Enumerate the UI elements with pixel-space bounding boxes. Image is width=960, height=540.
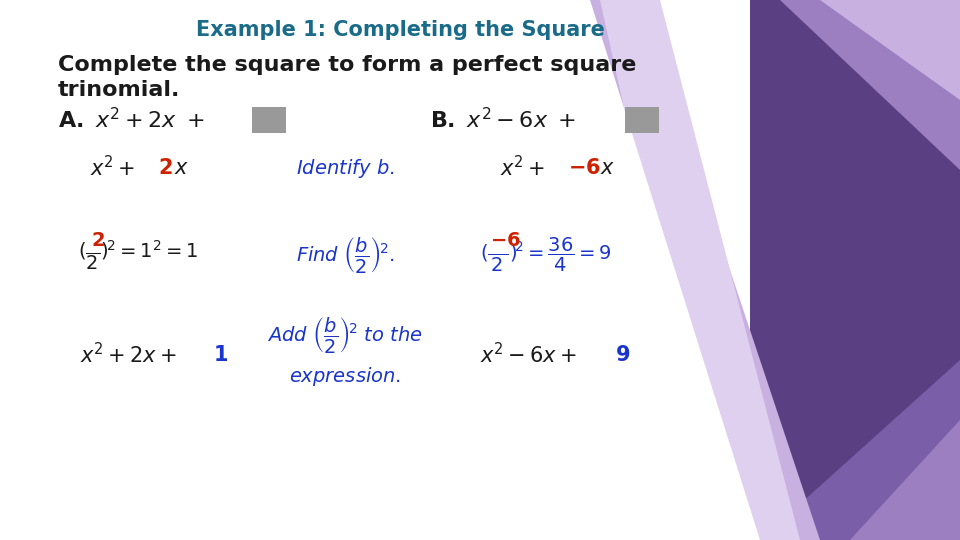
Text: $\it{Identify\ b.}$: $\it{Identify\ b.}$ xyxy=(296,157,395,179)
Polygon shape xyxy=(600,0,800,540)
Polygon shape xyxy=(760,360,960,540)
Text: $x^2 +$: $x^2 +$ xyxy=(500,156,545,180)
Polygon shape xyxy=(780,0,960,170)
Text: $x^2 + 2x +$: $x^2 + 2x +$ xyxy=(80,342,177,368)
Text: $x$: $x$ xyxy=(174,158,189,178)
Text: Complete the square to form a perfect square: Complete the square to form a perfect sq… xyxy=(58,55,636,75)
Text: Example 1: Completing the Square: Example 1: Completing the Square xyxy=(196,20,605,40)
Text: $\mathbf{1}$: $\mathbf{1}$ xyxy=(213,345,228,365)
Text: $\it{Find}\ \left(\dfrac{b}{2}\right)^{\!2}.$: $\it{Find}\ \left(\dfrac{b}{2}\right)^{\… xyxy=(296,235,395,275)
Polygon shape xyxy=(820,0,960,100)
Text: $\mathbf{-6}$: $\mathbf{-6}$ xyxy=(568,158,601,178)
Text: $\mathbf{-6}$: $\mathbf{-6}$ xyxy=(490,232,521,251)
Text: $\mathbf{B.}\ x^2 - 6x\ +$: $\mathbf{B.}\ x^2 - 6x\ +$ xyxy=(430,107,576,133)
Polygon shape xyxy=(850,420,960,540)
Text: $x$: $x$ xyxy=(600,158,615,178)
Text: $\left(\dfrac{\ \ }{2}\right)^{\!2} = 1^2 = 1$: $\left(\dfrac{\ \ }{2}\right)^{\!2} = 1^… xyxy=(78,238,198,272)
Text: $x^2 - 6x +$: $x^2 - 6x +$ xyxy=(480,342,576,368)
Text: $\mathbf{A.}\ x^2 + 2x\ +$: $\mathbf{A.}\ x^2 + 2x\ +$ xyxy=(58,107,204,133)
FancyBboxPatch shape xyxy=(625,107,659,133)
Text: trinomial.: trinomial. xyxy=(58,80,180,100)
Polygon shape xyxy=(0,0,760,540)
Text: $\mathbf{2}$: $\mathbf{2}$ xyxy=(91,232,105,251)
Text: $\mathbf{2}$: $\mathbf{2}$ xyxy=(158,158,173,178)
Text: $\it{Add}\ \left(\dfrac{b}{2}\right)^{\!2}\ \it{to\ the}$: $\it{Add}\ \left(\dfrac{b}{2}\right)^{\!… xyxy=(267,315,422,355)
Text: $\left(\dfrac{\ \ \ }{2}\right)^{\!2} = \dfrac{36}{4} = 9$: $\left(\dfrac{\ \ \ }{2}\right)^{\!2} = … xyxy=(480,236,612,274)
Text: $\mathbf{9}$: $\mathbf{9}$ xyxy=(615,345,631,365)
FancyBboxPatch shape xyxy=(252,107,286,133)
Text: $\it{expression.}$: $\it{expression.}$ xyxy=(289,366,401,388)
Text: $x^2 +$: $x^2 +$ xyxy=(90,156,135,180)
Polygon shape xyxy=(750,0,960,540)
Polygon shape xyxy=(500,0,820,540)
